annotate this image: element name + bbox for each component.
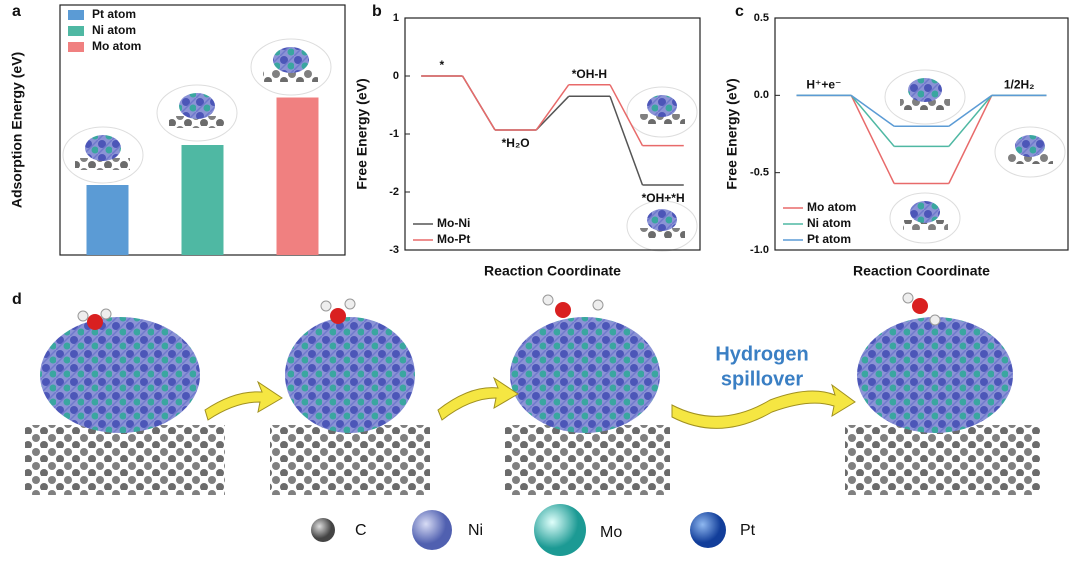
connector (948, 94, 993, 147)
y-tick-label: 1 (393, 12, 399, 24)
panel-label: c (735, 3, 744, 20)
connector (948, 95, 993, 184)
state-label: H⁺+e⁻ (806, 78, 841, 92)
y-tick-label: -0.5 (750, 167, 769, 179)
connector (461, 75, 496, 131)
atom-legend: Mo (600, 524, 622, 541)
connector (850, 94, 895, 147)
connector (609, 84, 644, 146)
state-label: 1/2H₂ (1004, 78, 1035, 92)
legend-swatch (68, 42, 84, 52)
y-tick-label: 0 (393, 70, 399, 82)
legend-label: Mo atom (807, 200, 856, 214)
legend-label: Mo-Pt (437, 232, 470, 246)
legend-swatch (68, 10, 84, 20)
connector (535, 84, 570, 131)
connector (609, 96, 644, 186)
legend-label: Pt atom (807, 232, 851, 246)
connector (850, 95, 895, 184)
legend-swatch (68, 26, 84, 36)
x-axis-label: Reaction Coordinate (484, 263, 621, 279)
y-tick-label: 0.0 (754, 89, 769, 101)
connector (850, 94, 895, 127)
arrow-text: Hydrogen (715, 343, 808, 365)
y-tick-label: -2 (389, 186, 399, 198)
panel-label: a (12, 3, 21, 20)
plot-frame (774, 17, 1069, 251)
connector (948, 94, 993, 127)
bar (181, 145, 224, 255)
y-tick-label: -1 (389, 128, 399, 140)
atom-legend: Pt (740, 522, 756, 539)
state-label: *H₂O (502, 136, 530, 150)
connector (535, 95, 570, 131)
y-tick-label: -1.0 (750, 244, 769, 256)
y-tick-label: 0.5 (754, 12, 769, 24)
y-axis-label: Adsorption Energy (eV) (9, 52, 25, 208)
atom-legend: Ni (468, 522, 483, 539)
y-axis-label: Free Energy (eV) (724, 78, 740, 189)
legend-label: Pt atom (92, 7, 136, 21)
bar (276, 97, 319, 255)
legend-label: Ni atom (807, 216, 851, 230)
decorations (25, 38, 1066, 556)
state-label: *OH-H (572, 67, 607, 81)
state-label: * (440, 58, 445, 72)
legend-label: Ni atom (92, 23, 136, 37)
legend-label: Mo-Ni (437, 216, 470, 230)
atom-legend: C (355, 522, 367, 539)
x-axis-label: Reaction Coordinate (853, 263, 990, 279)
legend-label: Mo atom (92, 39, 141, 53)
y-axis-label: Free Energy (eV) (354, 78, 370, 189)
arrow-text: spillover (721, 368, 803, 390)
y-tick-label: -3 (389, 244, 399, 256)
bar (86, 185, 129, 255)
panel-label: d (12, 291, 22, 308)
panel-label: b (372, 3, 382, 20)
state-label: *OH+*H (642, 191, 685, 205)
